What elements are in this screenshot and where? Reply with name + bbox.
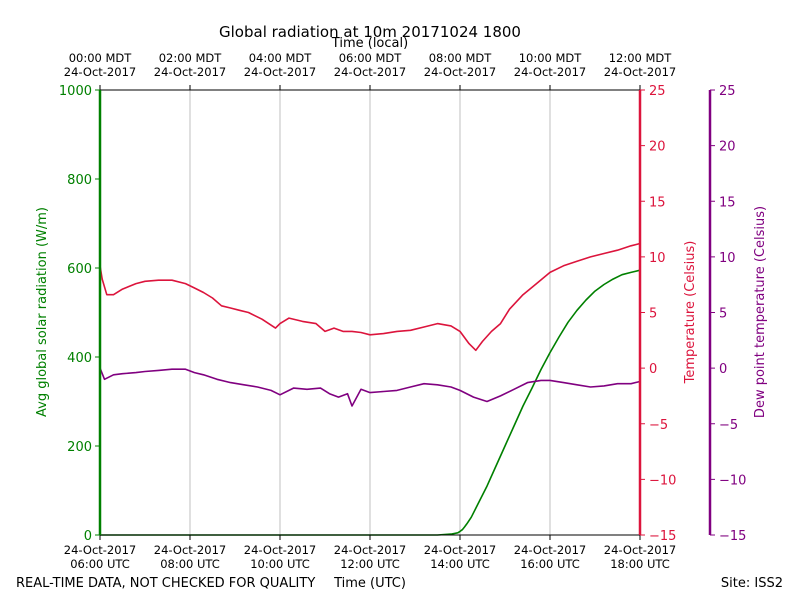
top-tick-time: 02:00 MDT bbox=[159, 51, 223, 65]
top-tick-time: 12:00 MDT bbox=[609, 51, 673, 65]
top-tick-date: 24-Oct-2017 bbox=[604, 65, 676, 79]
x-tick-time: 14:00 UTC bbox=[430, 557, 490, 571]
x-tick-date: 24-Oct-2017 bbox=[64, 543, 136, 557]
temperature-tick-label: 5 bbox=[649, 307, 657, 322]
x-tick-date: 24-Oct-2017 bbox=[334, 543, 406, 557]
radiation-axis-label: Avg global solar radiation (W/m) bbox=[35, 207, 50, 417]
axes-group bbox=[98, 89, 712, 536]
x-tick-date: 24-Oct-2017 bbox=[604, 543, 676, 557]
temperature-tick-label: 0 bbox=[649, 362, 657, 377]
x-tick-time: 18:00 UTC bbox=[610, 557, 670, 571]
top-tick-time: 00:00 MDT bbox=[69, 51, 133, 65]
dewpoint-tick-label: 15 bbox=[719, 195, 736, 210]
dewpoint-tick-label: 0 bbox=[719, 362, 727, 377]
temperature-tick-label: 10 bbox=[649, 251, 666, 266]
top-tick-date: 24-Oct-2017 bbox=[334, 65, 406, 79]
radiation-tick-label: 0 bbox=[84, 529, 92, 544]
temperature-tick-label: 25 bbox=[649, 84, 666, 99]
top-tick-date: 24-Oct-2017 bbox=[154, 65, 226, 79]
x-tick-time: 16:00 UTC bbox=[520, 557, 580, 571]
quality-warning: REAL-TIME DATA, NOT CHECKED FOR QUALITY bbox=[16, 576, 315, 591]
site-label: Site: ISS2 bbox=[721, 576, 783, 591]
top-tick-date: 24-Oct-2017 bbox=[514, 65, 586, 79]
x-tick-date: 24-Oct-2017 bbox=[424, 543, 496, 557]
temperature-tick-label: −5 bbox=[649, 418, 668, 433]
temperature-tick-label: 15 bbox=[649, 195, 666, 210]
top-tick-date: 24-Oct-2017 bbox=[64, 65, 136, 79]
x-tick-time: 08:00 UTC bbox=[160, 557, 220, 571]
temperature-axis-label: Temperature (Celsius) bbox=[683, 241, 698, 385]
dewpoint-tick-label: 25 bbox=[719, 84, 736, 99]
temperature-tick-label: −15 bbox=[649, 529, 676, 544]
top-tick-time: 10:00 MDT bbox=[519, 51, 583, 65]
temperature-series-line bbox=[99, 242, 641, 352]
top-tick-date: 24-Oct-2017 bbox=[424, 65, 496, 79]
top-tick-date: 24-Oct-2017 bbox=[244, 65, 316, 79]
x-axis-label: Time (UTC) bbox=[333, 576, 406, 591]
x-tick-time: 06:00 UTC bbox=[70, 557, 130, 571]
x-tick-date: 24-Oct-2017 bbox=[244, 543, 316, 557]
dewpoint-tick-label: 20 bbox=[719, 140, 736, 155]
x-tick-time: 10:00 UTC bbox=[250, 557, 310, 571]
dewpoint-tick-label: −15 bbox=[719, 529, 746, 544]
top-axis-label: Time (local) bbox=[331, 36, 408, 51]
temperature-tick-label: −10 bbox=[649, 473, 676, 488]
radiation-tick-label: 200 bbox=[67, 440, 92, 455]
x-tick-date: 24-Oct-2017 bbox=[514, 543, 586, 557]
dewpoint-tick-label: 5 bbox=[719, 307, 727, 322]
radiation-tick-label: 1000 bbox=[59, 84, 92, 99]
radiation-tick-label: 400 bbox=[67, 351, 92, 366]
x-tick-time: 12:00 UTC bbox=[340, 557, 400, 571]
x-tick-date: 24-Oct-2017 bbox=[154, 543, 226, 557]
top-tick-time: 06:00 MDT bbox=[339, 51, 403, 65]
top-tick-time: 08:00 MDT bbox=[429, 51, 493, 65]
radiation-tick-label: 600 bbox=[67, 262, 92, 277]
dewpoint-tick-label: 10 bbox=[719, 251, 736, 266]
dewpoint-tick-label: −5 bbox=[719, 418, 738, 433]
temperature-tick-label: 20 bbox=[649, 140, 666, 155]
chart-title: Global radiation at 10m 20171024 1800 bbox=[219, 23, 521, 41]
radiation-tick-label: 800 bbox=[67, 173, 92, 188]
grid-lines bbox=[189, 90, 551, 535]
dewpoint-series-line bbox=[99, 367, 641, 407]
top-tick-time: 04:00 MDT bbox=[249, 51, 313, 65]
dewpoint-axis-label: Dew point temperature (Celsius) bbox=[753, 206, 768, 418]
dewpoint-tick-label: −10 bbox=[719, 473, 746, 488]
